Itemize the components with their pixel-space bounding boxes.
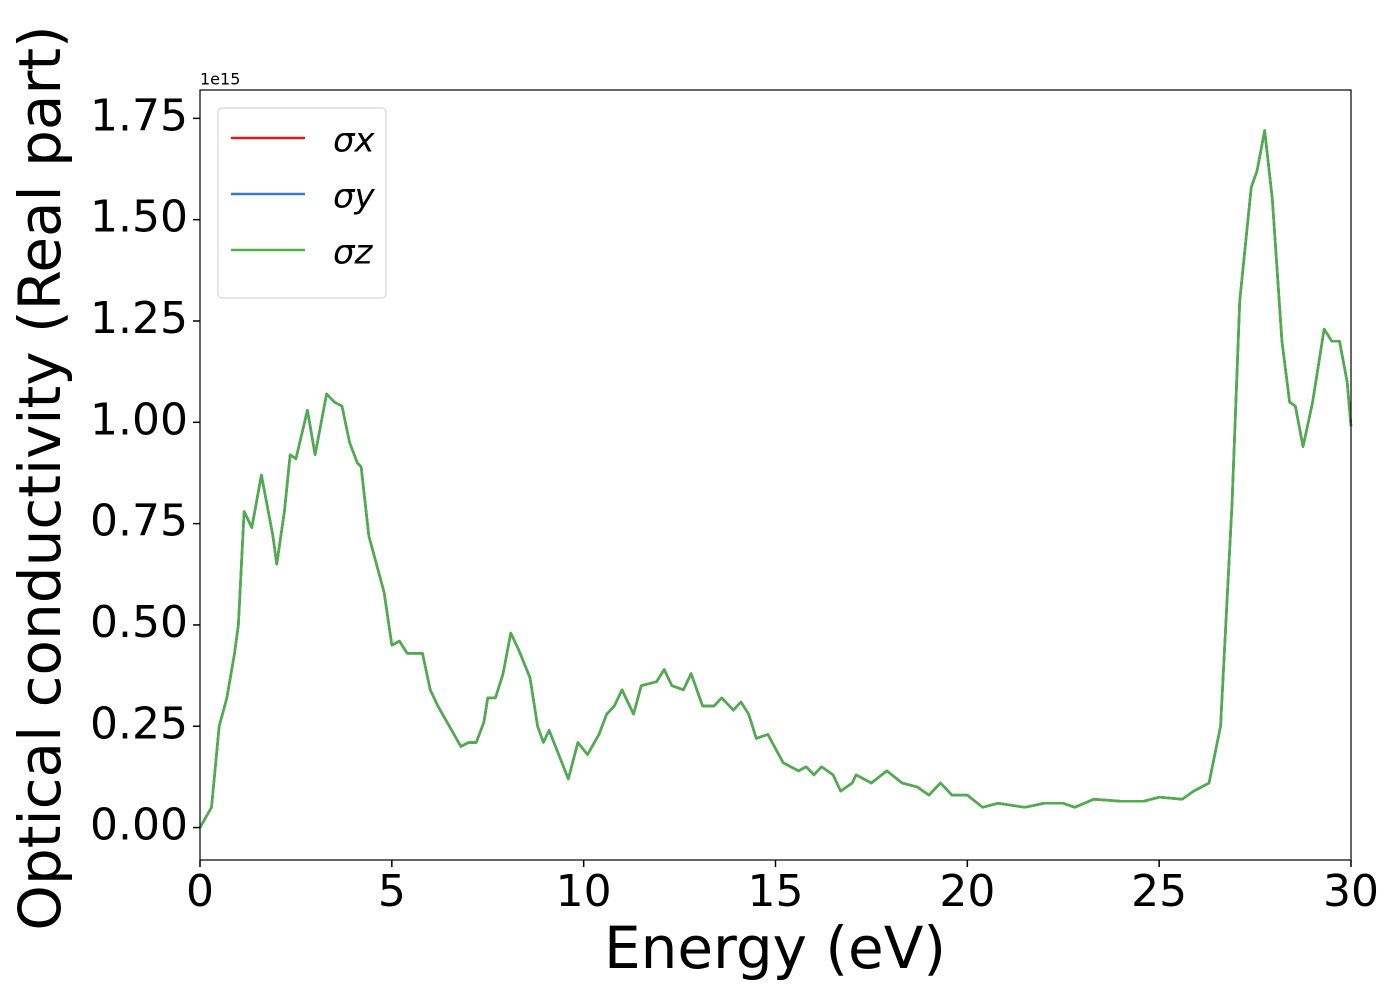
- plot-frame: [199, 89, 1352, 861]
- y-tick-label: 0.75: [90, 496, 188, 547]
- x-tick-label: 15: [748, 866, 804, 917]
- x-tick-label: 30: [1323, 866, 1379, 917]
- y-axis-label: Optical conductivity (Real part): [6, 25, 74, 930]
- x-tick-label: 0: [186, 866, 214, 917]
- x-tick-label: 25: [1131, 866, 1187, 917]
- y-tick-label: 1.50: [90, 192, 188, 243]
- y-tick-label: 0.25: [90, 698, 188, 749]
- y-tick-label: 1.00: [90, 394, 188, 445]
- x-tick-label: 10: [556, 866, 612, 917]
- y-tick-label: 0.50: [90, 597, 188, 648]
- offset-text: 1e15: [200, 70, 240, 89]
- legend-label: σy: [333, 177, 376, 217]
- x-tick-label: 5: [378, 866, 406, 917]
- x-tick-label: 20: [939, 866, 995, 917]
- series-line: [198, 129, 1353, 829]
- y-tick-label: 1.25: [90, 293, 188, 344]
- legend-label: σz: [333, 233, 374, 273]
- legend-label: σx: [333, 121, 376, 161]
- y-tick-label: 1.75: [90, 90, 188, 141]
- x-axis-label: Energy (eV): [604, 914, 946, 982]
- y-tick-label: 0.00: [90, 800, 188, 851]
